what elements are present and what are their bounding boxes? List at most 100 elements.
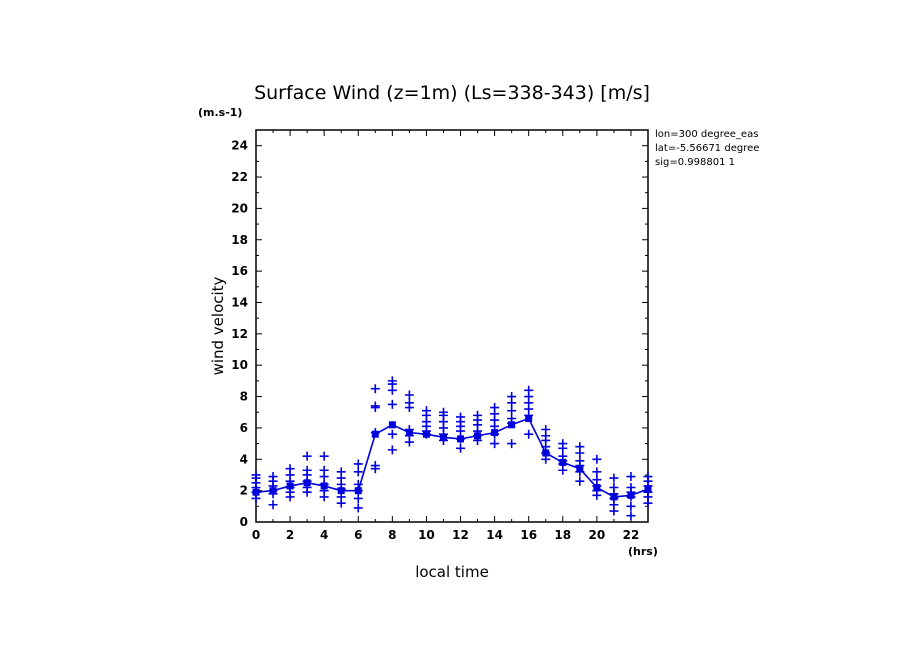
plus-marker — [353, 459, 363, 469]
plus-marker — [558, 439, 568, 449]
plus-marker — [626, 501, 636, 511]
x-tick-label: 6 — [354, 528, 362, 542]
y-axis-label: wind velocity — [209, 276, 227, 375]
plus-marker — [302, 465, 312, 475]
x-tick-label: 14 — [486, 528, 503, 542]
plus-marker — [387, 399, 397, 409]
y-tick-label: 24 — [231, 139, 248, 153]
plus-marker — [319, 465, 329, 475]
plus-marker — [490, 403, 500, 413]
plus-marker — [353, 503, 363, 513]
y-tick-label: 22 — [231, 170, 248, 184]
plus-marker — [319, 479, 329, 489]
chart-title: Surface Wind (z=1m) (Ls=338-343) [m/s] — [254, 82, 650, 104]
plus-marker — [404, 390, 414, 400]
x-tick-label: 22 — [623, 528, 640, 542]
plus-marker — [524, 385, 534, 395]
plus-marker — [473, 410, 483, 420]
y-unit-label: (m.s-1) — [198, 106, 242, 119]
plus-marker — [404, 398, 414, 408]
info-lat: lat=-5.56671 degree — [655, 143, 759, 154]
plus-marker — [251, 470, 261, 480]
plus-marker — [421, 406, 431, 416]
plus-marker — [353, 467, 363, 477]
mean-point — [388, 421, 396, 429]
plus-marker — [524, 429, 534, 439]
y-tick-label: 10 — [231, 358, 248, 372]
info-sig: sig=0.998801 1 — [655, 157, 735, 168]
mean-markers — [252, 415, 652, 501]
plus-marker — [302, 451, 312, 461]
plus-marker — [387, 429, 397, 439]
plus-marker — [626, 483, 636, 493]
mean-line — [255, 417, 649, 498]
x-tick-label: 10 — [418, 528, 435, 542]
plus-marker — [268, 472, 278, 482]
plus-marker — [353, 479, 363, 489]
x-tick-label: 2 — [286, 528, 294, 542]
plus-marker — [456, 443, 466, 453]
plus-marker — [592, 454, 602, 464]
y-tick-label: 16 — [231, 264, 248, 278]
x-tick-label: 4 — [320, 528, 328, 542]
x-tick-label: 0 — [252, 528, 260, 542]
plus-marker — [387, 445, 397, 455]
y-tick-label: 14 — [231, 295, 248, 309]
plus-marker — [609, 473, 619, 483]
plus-marker — [592, 467, 602, 477]
plus-marker — [507, 392, 517, 402]
plus-marker — [507, 414, 517, 424]
plus-marker — [507, 439, 517, 449]
plus-marker — [626, 472, 636, 482]
plus-marker — [575, 476, 585, 486]
x-tick-label: 12 — [452, 528, 469, 542]
plus-marker — [541, 424, 551, 434]
x-tick-label: 20 — [589, 528, 606, 542]
plus-marker — [370, 428, 380, 438]
plus-marker — [370, 401, 380, 411]
scatter-series — [251, 376, 653, 521]
plus-marker — [490, 439, 500, 449]
plus-marker — [370, 461, 380, 471]
y-tick-label: 18 — [231, 233, 248, 247]
plus-marker — [456, 412, 466, 422]
plus-marker — [336, 467, 346, 477]
info-block: lon=300 degree_eas lat=-5.56671 degree s… — [655, 129, 759, 168]
plus-marker — [268, 500, 278, 510]
plus-marker — [558, 451, 568, 461]
plus-marker — [592, 475, 602, 485]
x-tick-label: 8 — [388, 528, 396, 542]
plus-marker — [404, 424, 414, 434]
info-lon: lon=300 degree_eas — [655, 129, 758, 140]
plus-marker — [319, 451, 329, 461]
x-tick-label: 18 — [554, 528, 571, 542]
x-unit-label: (hrs) — [628, 545, 658, 558]
plus-marker — [438, 407, 448, 417]
plot-frame — [255, 129, 649, 523]
y-tick-label: 6 — [240, 421, 248, 435]
plus-marker — [353, 493, 363, 503]
y-tick-label: 2 — [240, 484, 248, 498]
y-tick-label: 12 — [231, 327, 248, 341]
plus-marker — [387, 376, 397, 386]
plus-marker — [575, 442, 585, 452]
plus-marker — [490, 429, 500, 439]
plus-marker — [370, 384, 380, 394]
x-axis-label: local time — [415, 563, 489, 581]
x-axis: 0 2 4 6 8 10 12 14 16 18 20 22 — [252, 130, 649, 542]
plus-marker — [626, 511, 636, 521]
y-tick-label: 8 — [240, 390, 248, 404]
plus-marker — [575, 456, 585, 466]
y-tick-label: 4 — [240, 452, 248, 466]
y-tick-label: 20 — [231, 201, 248, 215]
series-layer — [251, 376, 653, 521]
y-tick-label: 0 — [240, 515, 248, 529]
plus-marker — [609, 483, 619, 493]
plus-marker — [456, 434, 466, 444]
plus-marker — [643, 472, 653, 482]
plus-marker — [336, 492, 346, 502]
x-tick-label: 16 — [520, 528, 537, 542]
plus-marker — [285, 464, 295, 474]
